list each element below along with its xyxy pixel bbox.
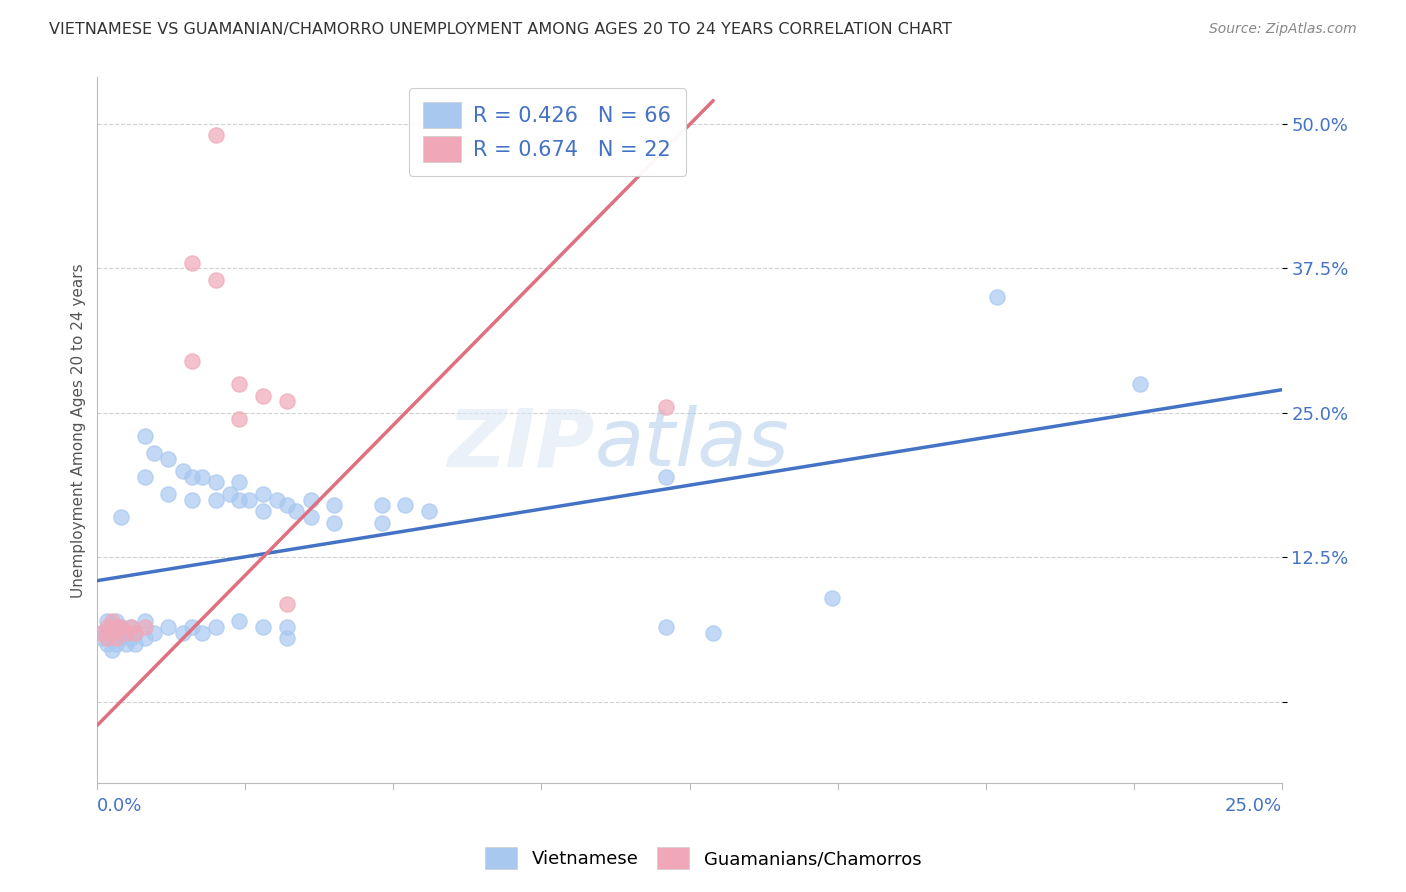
- Point: [172, 625, 194, 640]
- Point: [134, 469, 156, 483]
- Point: [96, 614, 118, 628]
- Point: [285, 504, 308, 518]
- Point: [120, 620, 142, 634]
- Point: [323, 499, 346, 513]
- Point: [100, 620, 122, 634]
- Point: [96, 625, 118, 640]
- Point: [190, 469, 212, 483]
- Point: [105, 614, 128, 628]
- Point: [91, 632, 114, 646]
- Point: [204, 475, 226, 490]
- Point: [252, 388, 274, 402]
- Point: [204, 620, 226, 634]
- Point: [655, 469, 678, 483]
- Point: [276, 620, 298, 634]
- Point: [418, 504, 440, 518]
- Point: [157, 452, 180, 467]
- Point: [100, 614, 122, 628]
- Point: [134, 614, 156, 628]
- Point: [228, 475, 250, 490]
- Point: [96, 620, 118, 634]
- Point: [110, 632, 132, 646]
- Text: VIETNAMESE VS GUAMANIAN/CHAMORRO UNEMPLOYMENT AMONG AGES 20 TO 24 YEARS CORRELAT: VIETNAMESE VS GUAMANIAN/CHAMORRO UNEMPLO…: [49, 22, 952, 37]
- Point: [204, 492, 226, 507]
- Point: [394, 499, 416, 513]
- Point: [91, 625, 114, 640]
- Point: [986, 290, 1008, 304]
- Y-axis label: Unemployment Among Ages 20 to 24 years: Unemployment Among Ages 20 to 24 years: [72, 263, 86, 598]
- Point: [228, 492, 250, 507]
- Point: [105, 625, 128, 640]
- Point: [110, 510, 132, 524]
- Point: [124, 625, 146, 640]
- Point: [655, 400, 678, 414]
- Legend: R = 0.426   N = 66, R = 0.674   N = 22: R = 0.426 N = 66, R = 0.674 N = 22: [409, 87, 686, 177]
- Point: [100, 625, 122, 640]
- Point: [120, 632, 142, 646]
- Point: [266, 492, 288, 507]
- Point: [181, 492, 204, 507]
- Point: [143, 446, 166, 460]
- Point: [120, 620, 142, 634]
- Point: [219, 487, 242, 501]
- Point: [228, 376, 250, 391]
- Point: [252, 620, 274, 634]
- Point: [143, 625, 166, 640]
- Point: [252, 487, 274, 501]
- Point: [134, 620, 156, 634]
- Point: [655, 620, 678, 634]
- Point: [96, 637, 118, 651]
- Point: [100, 643, 122, 657]
- Point: [114, 625, 136, 640]
- Point: [252, 504, 274, 518]
- Text: 0.0%: 0.0%: [97, 797, 143, 815]
- Point: [181, 620, 204, 634]
- Point: [181, 255, 204, 269]
- Point: [114, 625, 136, 640]
- Point: [105, 632, 128, 646]
- Point: [157, 620, 180, 634]
- Point: [114, 637, 136, 651]
- Text: atlas: atlas: [595, 405, 790, 483]
- Point: [91, 625, 114, 640]
- Point: [204, 273, 226, 287]
- Point: [228, 614, 250, 628]
- Point: [276, 394, 298, 409]
- Point: [299, 510, 322, 524]
- Point: [181, 469, 204, 483]
- Point: [157, 487, 180, 501]
- Point: [124, 625, 146, 640]
- Point: [124, 637, 146, 651]
- Point: [110, 620, 132, 634]
- Point: [299, 492, 322, 507]
- Text: Source: ZipAtlas.com: Source: ZipAtlas.com: [1209, 22, 1357, 37]
- Point: [105, 620, 128, 634]
- Point: [702, 625, 724, 640]
- Point: [134, 429, 156, 443]
- Point: [821, 591, 844, 605]
- Text: ZIP: ZIP: [447, 405, 595, 483]
- Point: [100, 632, 122, 646]
- Point: [181, 354, 204, 368]
- Point: [228, 411, 250, 425]
- Text: 25.0%: 25.0%: [1225, 797, 1282, 815]
- Point: [323, 516, 346, 530]
- Point: [110, 620, 132, 634]
- Point: [134, 632, 156, 646]
- Point: [276, 632, 298, 646]
- Point: [96, 632, 118, 646]
- Point: [370, 516, 392, 530]
- Point: [1129, 376, 1152, 391]
- Point: [190, 625, 212, 640]
- Point: [370, 499, 392, 513]
- Point: [238, 492, 260, 507]
- Point: [172, 464, 194, 478]
- Legend: Vietnamese, Guamanians/Chamorros: Vietnamese, Guamanians/Chamorros: [475, 838, 931, 879]
- Point: [105, 637, 128, 651]
- Point: [276, 597, 298, 611]
- Point: [276, 499, 298, 513]
- Point: [204, 128, 226, 143]
